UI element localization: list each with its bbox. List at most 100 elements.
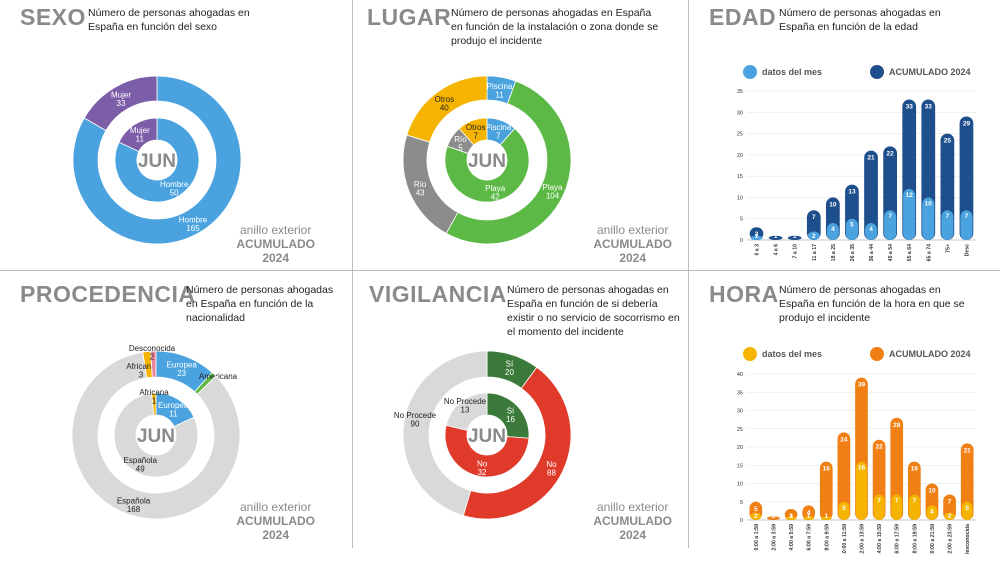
inner-ring-slice-label: Río <box>454 135 467 144</box>
panel-procedencia: PROCEDENCIA Número de personas ahogadas … <box>0 271 333 554</box>
ring-caption: anillo exterior ACUMULADO 2024 <box>593 223 672 265</box>
y-tick-label: 30 <box>737 110 743 116</box>
bar-cumulative-value: 1 <box>774 233 778 240</box>
bar-month <box>785 516 797 520</box>
panel-title: LUGAR <box>367 4 452 30</box>
panel-title: EDAD <box>709 4 777 30</box>
bar-cumulative-value: 13 <box>848 189 856 196</box>
bar-cumulative <box>802 505 815 520</box>
bar-month-value: 1 <box>789 513 793 520</box>
donut-chart-lugar: Piscina11Playa104Río43Otros40Piscina7Pla… <box>402 75 572 245</box>
outer-ring-slice-label: Sí <box>506 360 514 369</box>
outer-ring-slice-value: 2 <box>150 353 155 362</box>
panel-vigilancia: VIGILANCIA Número de personas ahogadas e… <box>353 271 686 554</box>
legend-swatch-cumulative <box>870 65 884 79</box>
legend-swatch-month <box>743 347 757 361</box>
caption-line: ACUMULADO <box>236 237 315 251</box>
bar-cumulative <box>819 461 833 520</box>
outer-ring-slice-label: Mujer <box>111 91 131 100</box>
y-tick-label: 10 <box>737 482 743 488</box>
panel-title: SEXO <box>20 4 86 30</box>
inner-ring-slice <box>445 392 488 431</box>
inner-ring-slice-value: 42 <box>491 192 500 201</box>
inner-ring-slice <box>114 117 200 203</box>
legend-swatch-cumulative <box>870 347 884 361</box>
bar-cumulative-value: 39 <box>858 382 866 389</box>
bar-month <box>903 188 916 240</box>
x-tick-label: 14:00 a 15:59 <box>877 524 883 554</box>
x-tick-label: 4 a 6 <box>774 244 780 256</box>
bar-month <box>926 505 938 520</box>
inner-ring-slice-label: No <box>477 460 488 469</box>
bar-cumulative-value: 3 <box>755 231 759 238</box>
bar-cumulative-value: 16 <box>823 466 831 473</box>
bar-month <box>855 461 868 520</box>
inner-ring-slice-value: 16 <box>506 415 515 424</box>
x-tick-label: 45 a 54 <box>888 244 894 261</box>
bar-month-value: 7 <box>877 497 881 504</box>
bar-cumulative-value: 24 <box>840 436 848 443</box>
inner-ring-slice <box>444 424 530 478</box>
bar-cumulative <box>767 516 780 520</box>
outer-ring-slice-label: No <box>546 460 557 469</box>
bar-month <box>807 231 820 240</box>
panel-description: Número de personas ahogadas en España en… <box>88 7 250 33</box>
caption-line: anillo exterior <box>239 500 312 514</box>
bar-cumulative-value: 21 <box>867 155 875 162</box>
bar-cumulative-value: 29 <box>963 121 971 128</box>
inner-ring-slice-value: 49 <box>136 464 145 473</box>
inner-ring-slice-value: 1 <box>152 397 157 406</box>
bar-month-value: 2 <box>948 513 952 520</box>
bar-cumulative <box>787 235 802 240</box>
bar-month <box>873 494 885 520</box>
caption-line: 2024 <box>619 251 647 265</box>
outer-ring-slice-label: Española <box>117 496 151 505</box>
x-tick-label: 18:00 a 19:59 <box>912 524 918 554</box>
bar-cumulative-value: 5 <box>754 506 758 513</box>
y-tick-label: 0 <box>740 518 743 524</box>
bar-month-value: 16 <box>858 465 866 472</box>
outer-ring-slice-label: Otros <box>435 95 455 104</box>
y-tick-label: 0 <box>740 238 743 244</box>
outer-ring-slice-label: Europea <box>167 361 198 370</box>
outer-ring-slice <box>72 75 242 245</box>
inner-ring-slice-label: Sí <box>507 406 515 415</box>
bar-cumulative-value: 4 <box>807 509 811 516</box>
x-tick-label: 6:00 a 7:59 <box>807 524 813 551</box>
x-tick-label: 4:00 a 5:59 <box>789 524 795 551</box>
bar-cumulative-value: 7 <box>948 498 952 505</box>
y-tick-label: 30 <box>737 409 743 415</box>
panel-lugar: LUGAR Número de personas ahogadas en Esp… <box>353 0 686 283</box>
bar-month-value: 12 <box>906 192 914 199</box>
inner-ring-slice-label: Europea <box>158 401 189 410</box>
legend-swatch-month <box>743 65 757 79</box>
bar-cumulative <box>890 417 904 520</box>
y-tick-label: 35 <box>737 89 743 95</box>
inner-ring-slice <box>458 117 488 146</box>
inner-ring-slice-label: Playa <box>485 184 506 193</box>
y-tick-label: 15 <box>737 463 743 469</box>
bar-month-value: 1 <box>755 233 759 240</box>
outer-ring-slice-value: 33 <box>117 99 126 108</box>
legend-label-month: datos del mes <box>762 349 822 359</box>
outer-ring-slice <box>406 75 488 143</box>
x-tick-label: 18 a 25 <box>831 244 837 261</box>
bar-month <box>908 494 920 520</box>
panel-sexo: SEXO Número de personas ahogadas en Espa… <box>0 0 333 283</box>
x-tick-label: 20:00 a 21:59 <box>930 524 936 554</box>
bar-month-value: 5 <box>850 222 854 229</box>
bar-month-value: 7 <box>965 213 969 220</box>
panel-description: Número de personas ahogadas en España en… <box>451 7 659 47</box>
panel-title: HORA <box>709 281 779 307</box>
bar-month-value: 7 <box>895 497 899 504</box>
x-tick-label: 7 a 10 <box>793 244 799 259</box>
x-tick-label: 11 a 17 <box>812 244 818 261</box>
outer-ring-slice-value: 20 <box>505 368 514 377</box>
caption-line: ACUMULADO <box>593 237 672 251</box>
outer-ring-slice <box>462 366 572 520</box>
bar-cumulative-value: 25 <box>944 138 952 145</box>
outer-ring-slice <box>83 75 158 132</box>
inner-ring-slice-label: Otros <box>466 123 486 132</box>
bar-month <box>838 501 850 520</box>
y-tick-label: 25 <box>737 132 743 138</box>
